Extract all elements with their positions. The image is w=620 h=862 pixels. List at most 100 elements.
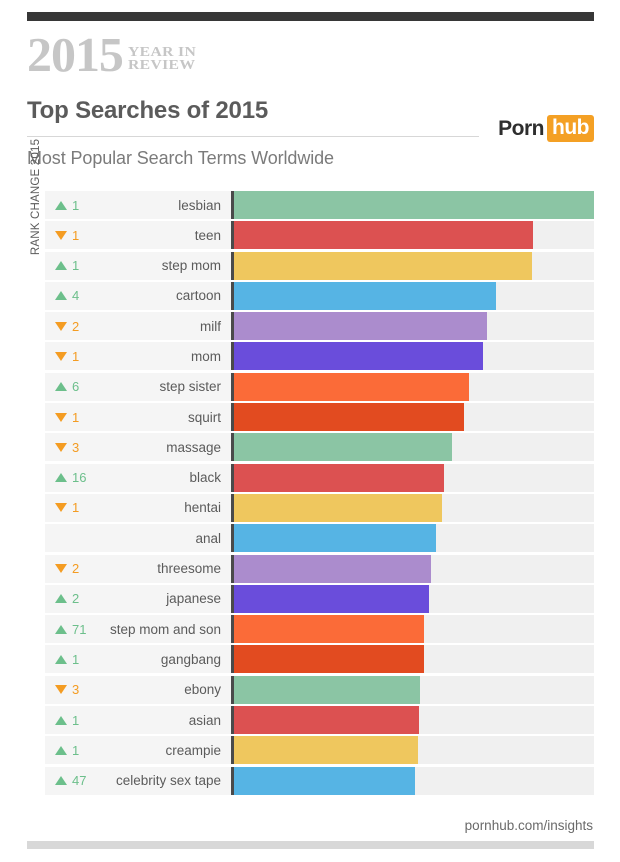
search-term-label: asian xyxy=(188,712,221,728)
rank-change-indicator: 2 xyxy=(55,591,79,606)
rank-change-indicator: 1 xyxy=(55,713,79,728)
logo-text-hub: hub xyxy=(547,115,594,142)
chart-row: 1 creampie xyxy=(45,736,594,765)
chart-row: 2 japanese xyxy=(45,584,594,613)
chart-axis-line xyxy=(231,736,234,765)
bar xyxy=(234,645,425,674)
rank-change-cell: anal xyxy=(45,524,231,553)
rank-change-indicator: 4 xyxy=(55,288,79,303)
rank-change-cell: 1 teen xyxy=(45,221,231,250)
rank-change-value: 1 xyxy=(72,409,80,425)
rank-change-value: 1 xyxy=(72,227,80,243)
year-in-review-line2: REVIEW xyxy=(128,58,196,73)
footer-link[interactable]: pornhub.com/insights xyxy=(464,818,593,833)
chart-row: 71 step mom and son xyxy=(45,615,594,644)
triangle-up-icon xyxy=(55,745,67,755)
chart-row: 2 milf xyxy=(45,312,594,341)
triangle-up-icon xyxy=(55,291,67,301)
bar-track xyxy=(234,403,594,432)
bar xyxy=(234,372,469,401)
search-term-label: threesome xyxy=(157,561,221,577)
chart-row: 6 step sister xyxy=(45,372,594,401)
chart-row: 47 celebrity sex tape xyxy=(45,766,594,795)
page-title: Top Searches of 2015 xyxy=(27,97,268,124)
chart-row: 1 asian xyxy=(45,706,594,735)
rank-change-indicator: 1 xyxy=(55,228,79,243)
rank-change-indicator: 1 xyxy=(55,652,79,667)
triangle-up-icon xyxy=(55,382,67,392)
chart-axis-line xyxy=(231,221,234,250)
rank-change-cell: 1 step mom xyxy=(45,251,231,280)
rank-change-indicator: 2 xyxy=(55,561,79,576)
rank-change-cell: 1 mom xyxy=(45,342,231,371)
rank-change-cell: 1 squirt xyxy=(45,403,231,432)
title-row: Top Searches of 2015 Porn hub xyxy=(27,97,594,142)
rank-change-cell: 1 gangbang xyxy=(45,645,231,674)
search-term-label: creampie xyxy=(165,742,221,758)
bar-track xyxy=(234,342,594,371)
chart-axis-line xyxy=(231,372,234,401)
logo-text-porn: Porn xyxy=(498,116,545,140)
bar xyxy=(234,766,416,795)
page-subtitle: Most Popular Search Terms Worldwide xyxy=(27,148,334,168)
rank-change-value: 1 xyxy=(72,197,80,213)
rank-change-indicator: 6 xyxy=(55,379,79,394)
rank-change-value: 1 xyxy=(72,712,80,728)
chart-row: 1 hentai xyxy=(45,493,594,522)
triangle-down-icon xyxy=(55,503,67,513)
bar-track xyxy=(234,584,594,613)
bar xyxy=(234,221,533,250)
bar-track xyxy=(234,372,594,401)
chart-axis-line xyxy=(231,675,234,704)
triangle-down-icon xyxy=(55,685,67,695)
chart-row: 3 ebony xyxy=(45,675,594,704)
bar xyxy=(234,463,444,492)
rank-change-indicator: 3 xyxy=(55,440,79,455)
rank-change-value: 1 xyxy=(72,742,80,758)
rank-change-indicator: 47 xyxy=(55,773,86,788)
triangle-up-icon xyxy=(55,624,67,634)
rank-change-indicator: 3 xyxy=(55,682,79,697)
bar xyxy=(234,493,442,522)
rank-change-cell: 47 celebrity sex tape xyxy=(45,766,231,795)
rank-change-cell: 1 lesbian xyxy=(45,191,231,219)
bar-track xyxy=(234,645,594,674)
rank-change-cell: 3 ebony xyxy=(45,675,231,704)
triangle-up-icon xyxy=(55,200,67,210)
chart-row: 1 teen xyxy=(45,221,594,250)
search-term-label: hentai xyxy=(184,500,221,516)
chart-row: 1 mom xyxy=(45,342,594,371)
rank-change-indicator: 2 xyxy=(55,319,79,334)
search-term-label: japanese xyxy=(166,591,221,607)
chart-axis-line xyxy=(231,645,234,674)
chart-axis-line xyxy=(231,463,234,492)
rank-change-cell: 4 cartoon xyxy=(45,281,231,310)
rank-change-cell: 71 step mom and son xyxy=(45,615,231,644)
chart-axis-line xyxy=(231,584,234,613)
chart-row: 1 step mom xyxy=(45,251,594,280)
chart-axis-line xyxy=(231,251,234,280)
title-divider xyxy=(27,136,479,137)
bar xyxy=(234,251,532,280)
chart-row: 1 lesbian xyxy=(45,191,594,219)
search-term-label: massage xyxy=(166,439,221,455)
rank-change-value: 47 xyxy=(72,773,87,789)
bar xyxy=(234,554,432,583)
chart-axis-line xyxy=(231,342,234,371)
triangle-down-icon xyxy=(55,321,67,331)
bar-track xyxy=(234,251,594,280)
chart-axis-line xyxy=(231,706,234,735)
chart-axis-line xyxy=(231,403,234,432)
year-in-review-line1: YEAR IN xyxy=(128,45,197,60)
search-term-label: step mom xyxy=(161,258,221,274)
year-in-review-year: 2015 xyxy=(27,27,124,82)
rank-change-value: 3 xyxy=(72,682,80,698)
rank-change-cell: 1 creampie xyxy=(45,736,231,765)
rank-change-indicator: 71 xyxy=(55,622,86,637)
bar-track xyxy=(234,524,594,553)
rank-change-value: 3 xyxy=(72,439,80,455)
triangle-down-icon xyxy=(55,564,67,574)
search-term-label: milf xyxy=(200,318,221,334)
rank-change-cell: 2 milf xyxy=(45,312,231,341)
triangle-up-icon xyxy=(55,715,67,725)
